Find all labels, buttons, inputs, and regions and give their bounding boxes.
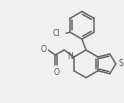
Text: N: N [67,52,73,61]
Text: O: O [40,44,46,54]
Text: S: S [119,59,124,68]
Text: O: O [53,68,59,77]
Text: Cl: Cl [53,29,60,38]
